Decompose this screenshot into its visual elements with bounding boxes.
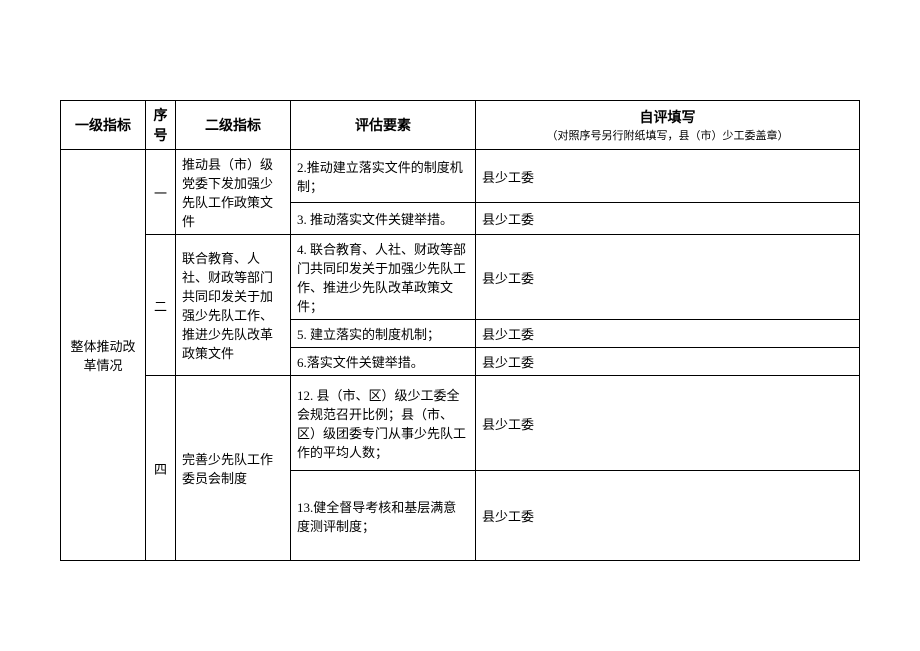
assess-cell: 4. 联合教育、人社、财政等部门共同印发关于加强少先队工作、推进少先队改革政策文… [291,235,476,320]
table-row: 整体推动改革情况 一 推动县（市）级党委下发加强少先队工作政策文件 2.推动建立… [61,150,860,203]
level2-cell: 推动县（市）级党委下发加强少先队工作政策文件 [176,150,291,235]
table-row: 二 联合教育、人社、财政等部门共同印发关于加强少先队工作、推进少先队改革政策文件… [61,235,860,320]
self-cell: 县少工委 [476,320,860,348]
assess-cell: 12. 县（市、区）级少工委全会规范召开比例；县（市、区）级团委专门从事少先队工… [291,376,476,471]
self-cell: 县少工委 [476,235,860,320]
self-cell: 县少工委 [476,150,860,203]
header-assess: 评估要素 [291,101,476,150]
level2-cell: 完善少先队工作委员会制度 [176,376,291,561]
assess-cell: 2.推动建立落实文件的制度机制； [291,150,476,203]
table-header-row: 一级指标 序号 二级指标 评估要素 自评填写 （对照序号另行附纸填写，县（市）少… [61,101,860,150]
seq-cell: 二 [146,235,176,376]
table-row: 四 完善少先队工作委员会制度 12. 县（市、区）级少工委全会规范召开比例；县（… [61,376,860,471]
header-level1: 一级指标 [61,101,146,150]
header-self-title: 自评填写 [482,107,853,127]
self-cell: 县少工委 [476,376,860,471]
seq-cell: 一 [146,150,176,235]
assess-cell: 5. 建立落实的制度机制； [291,320,476,348]
seq-cell: 四 [146,376,176,561]
assess-cell: 3. 推动落实文件关键举措。 [291,203,476,235]
header-self: 自评填写 （对照序号另行附纸填写，县（市）少工委盖章） [476,101,860,150]
header-seq: 序号 [146,101,176,150]
header-self-subtitle: （对照序号另行附纸填写，县（市）少工委盖章） [482,127,853,143]
level1-cell: 整体推动改革情况 [61,150,146,561]
assess-cell: 13.健全督导考核和基层满意度测评制度； [291,471,476,561]
header-level2: 二级指标 [176,101,291,150]
self-cell: 县少工委 [476,471,860,561]
self-cell: 县少工委 [476,348,860,376]
assessment-table: 一级指标 序号 二级指标 评估要素 自评填写 （对照序号另行附纸填写，县（市）少… [60,100,860,561]
self-cell: 县少工委 [476,203,860,235]
assess-cell: 6.落实文件关键举措。 [291,348,476,376]
level2-cell: 联合教育、人社、财政等部门共同印发关于加强少先队工作、推进少先队改革政策文件 [176,235,291,376]
